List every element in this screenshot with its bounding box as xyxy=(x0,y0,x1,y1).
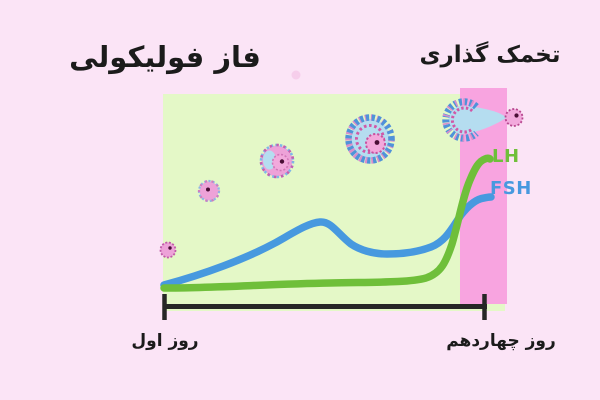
ruptured-inner-ring xyxy=(450,106,474,134)
ruptured-outer-ring xyxy=(442,98,479,142)
follicular-phase-title: فاز فولیکولی xyxy=(69,40,261,74)
lh-legend-label: LH xyxy=(492,146,520,167)
lh-curve xyxy=(160,154,494,292)
fsh-legend-label: FSH xyxy=(490,178,532,199)
follicle-body xyxy=(159,241,177,259)
follicle-stage-3-icon xyxy=(259,143,295,179)
follicle-nucleus xyxy=(374,140,380,145)
follicle-stage-4-icon xyxy=(345,114,395,164)
released-egg-icon xyxy=(504,108,524,127)
follicle-stage-2-icon xyxy=(197,179,221,203)
x-axis xyxy=(162,294,487,320)
follicle-nucleus xyxy=(206,187,210,192)
egg-nucleus xyxy=(514,113,519,118)
faint-speck-icon xyxy=(291,70,301,80)
egg-body xyxy=(504,108,524,127)
ovulating-follicle-icon xyxy=(442,98,507,142)
follicle-nucleus xyxy=(168,246,172,250)
axis-label-day-fourteen: روز چهاردهم xyxy=(446,331,556,351)
follicle-outer-ring xyxy=(345,114,395,164)
follicle-nucleus xyxy=(279,159,285,164)
fluid-spurt xyxy=(467,106,507,134)
axis-label-day-one: روز اول xyxy=(131,331,199,351)
follicle-stage-1-icon xyxy=(159,241,177,259)
follicle-ring xyxy=(197,179,221,203)
follicle-ring xyxy=(259,143,295,179)
ovulation-title: تخمک گذاری xyxy=(419,42,561,68)
follicle-antrum xyxy=(263,150,276,170)
fsh-curve xyxy=(160,193,495,289)
